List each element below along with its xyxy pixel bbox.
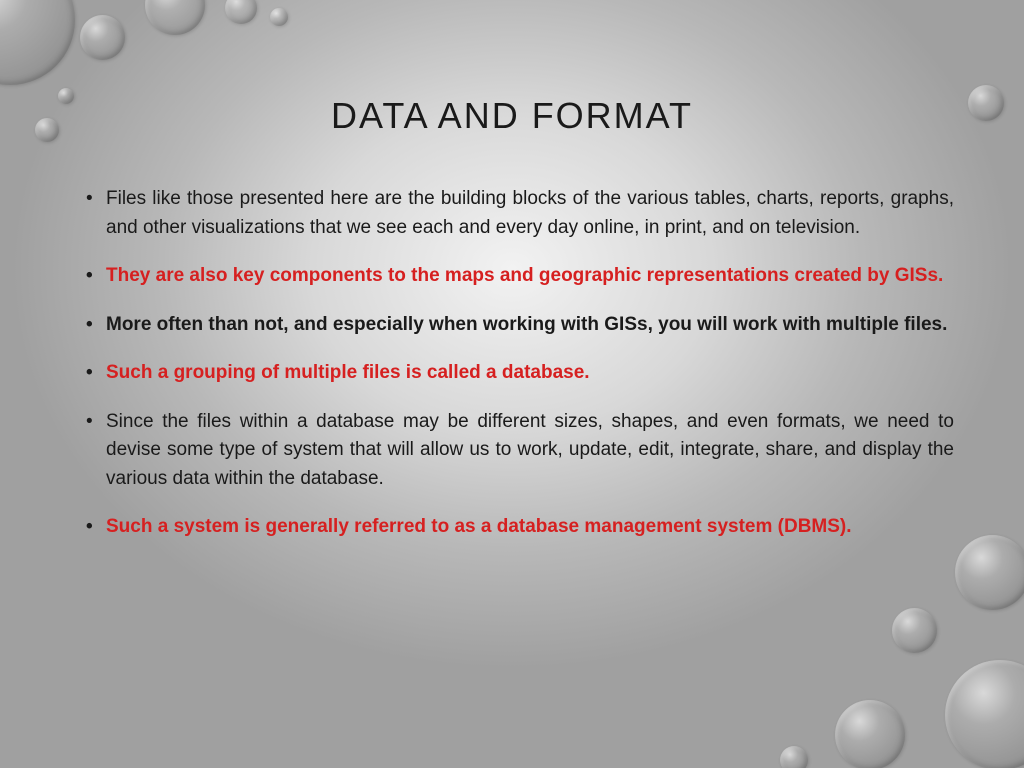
bullet-item: Such a grouping of multiple files is cal… (80, 359, 954, 388)
bullet-item: Files like those presented here are the … (80, 185, 954, 242)
bullet-list: Files like those presented here are the … (70, 185, 954, 542)
slide-container: DATA AND FORMAT Files like those present… (0, 0, 1024, 768)
bullet-item: They are also key components to the maps… (80, 262, 954, 291)
bullet-item: Such a system is generally referred to a… (80, 513, 954, 542)
bullet-item: More often than not, and especially when… (80, 311, 954, 340)
slide-title: DATA AND FORMAT (70, 95, 954, 137)
bullet-item: Since the files within a database may be… (80, 408, 954, 494)
